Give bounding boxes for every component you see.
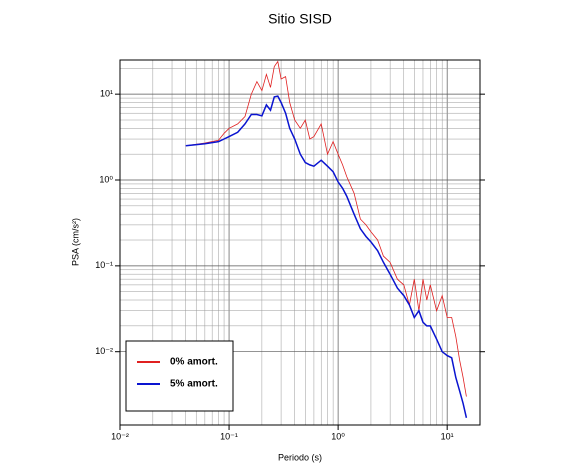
x-axis-label: Periodo (s)	[278, 452, 322, 462]
series-line	[185, 60, 467, 397]
legend-box	[125, 340, 234, 412]
x-tick-label: 10⁻²	[111, 431, 129, 441]
chart-title: Sitio SISD	[268, 11, 332, 27]
y-tick-label: 10⁰	[99, 174, 113, 184]
y-tick-label: 10⁻¹	[95, 260, 113, 270]
y-axis-label: PSA (cm/s²)	[70, 218, 80, 266]
legend-label: 0% amort.	[170, 357, 218, 368]
x-tick-label: 10¹	[441, 431, 454, 441]
y-tick-label: 10¹	[100, 89, 113, 99]
plot-frame	[119, 59, 481, 426]
y-tick-label: 10⁻²	[95, 346, 113, 356]
x-tick-label: 10⁰	[331, 431, 345, 441]
legend-label: 5% amort.	[170, 379, 218, 390]
series-line	[185, 95, 468, 418]
x-tick-label: 10⁻¹	[220, 431, 238, 441]
